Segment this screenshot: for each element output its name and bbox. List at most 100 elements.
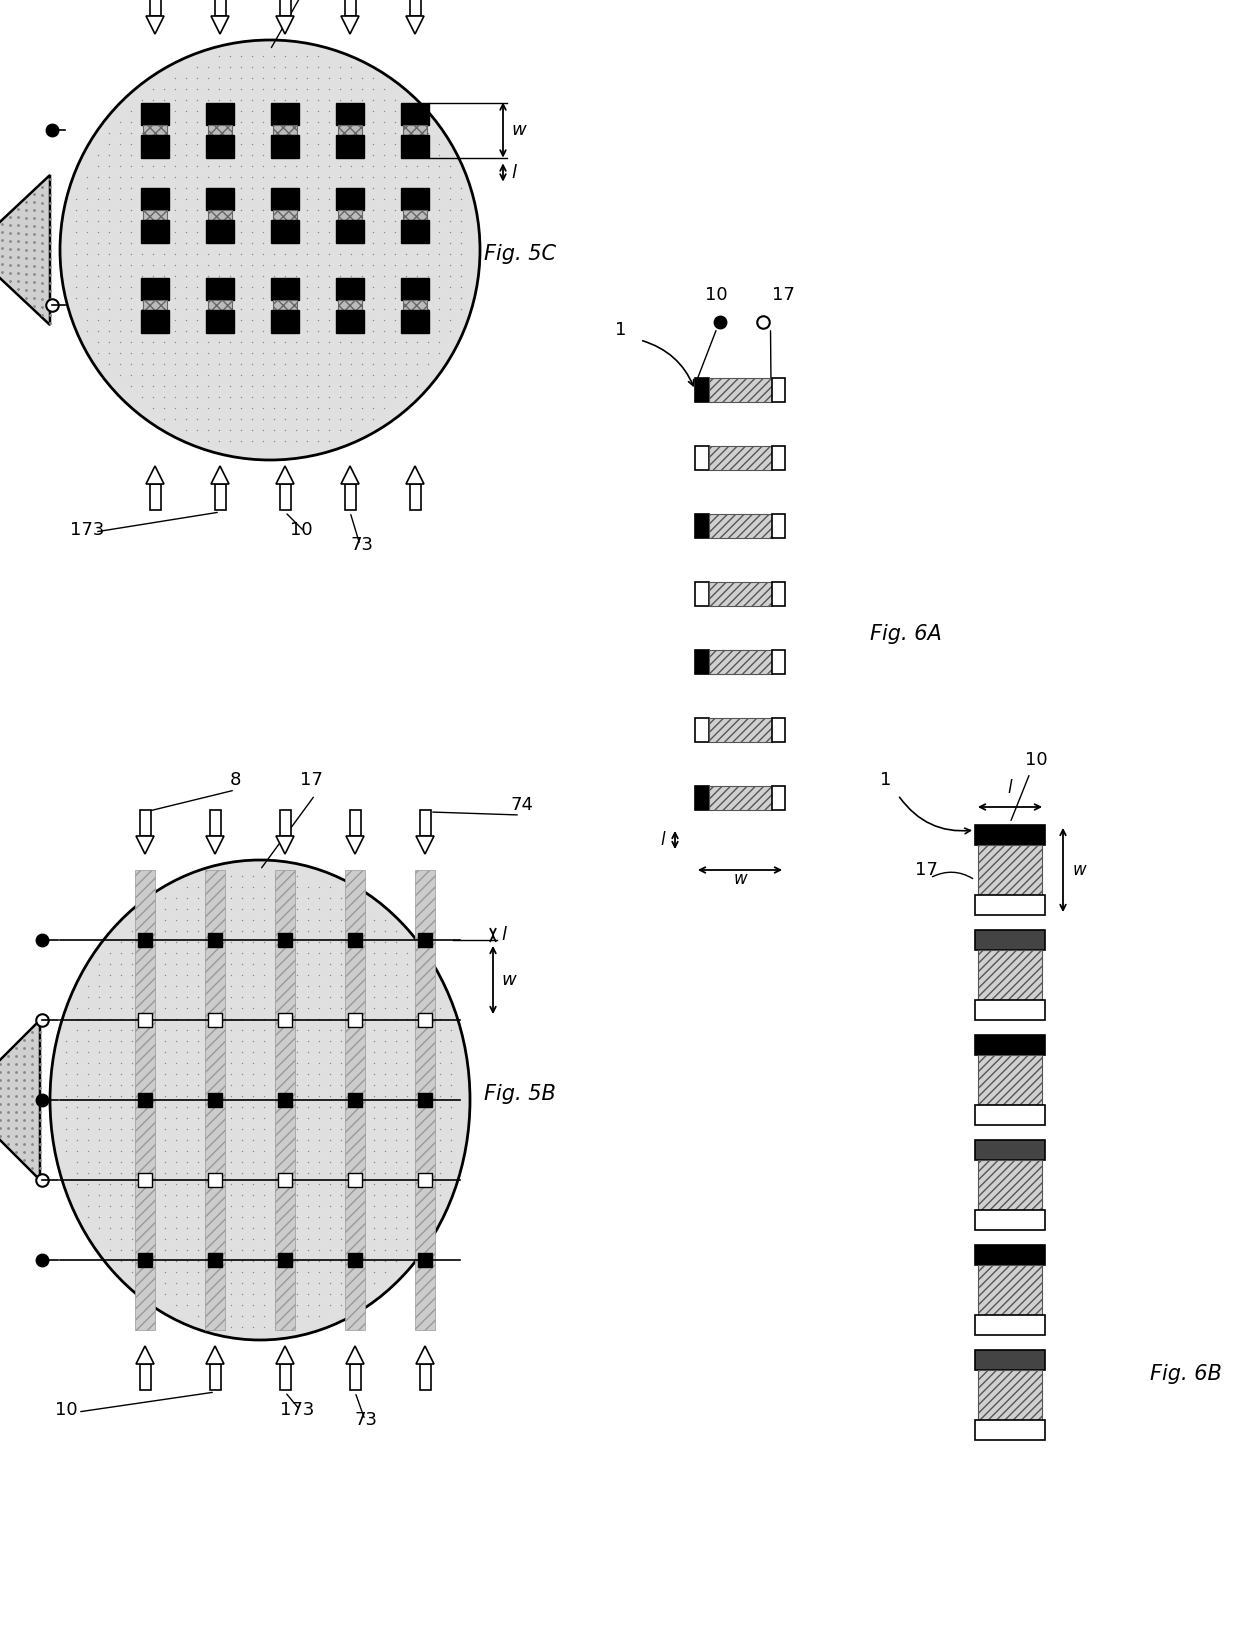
Polygon shape [146,16,164,34]
Text: Fig. 6A: Fig. 6A [870,624,941,644]
Bar [694,446,708,470]
Bar [215,0,226,16]
Bar [279,810,290,836]
Bar [205,870,224,1329]
Polygon shape [211,465,229,484]
Bar [141,187,169,210]
Bar [771,515,785,538]
Bar [708,515,771,538]
Bar [139,810,150,836]
Text: 10: 10 [290,521,312,539]
Bar [272,103,299,125]
Polygon shape [206,836,224,854]
Bar [138,1093,153,1106]
Polygon shape [0,1019,40,1180]
Bar [403,210,427,220]
Bar [419,810,430,836]
Ellipse shape [60,39,480,461]
Bar [150,484,160,510]
Bar [206,310,234,333]
Bar [208,1174,222,1187]
Text: 73: 73 [350,536,373,554]
Bar [708,651,771,674]
Bar [348,1013,362,1028]
Bar [272,277,299,300]
Bar [418,1093,432,1106]
Bar [272,134,299,157]
Bar [401,103,429,125]
Bar [139,1364,150,1390]
Bar [348,1174,362,1187]
Bar [350,810,361,836]
Bar [206,187,234,210]
Bar [141,310,169,333]
Bar [135,870,155,1329]
Bar [975,1246,1045,1265]
Bar [978,844,1042,895]
Bar [150,0,160,16]
Polygon shape [136,1346,154,1364]
Bar [336,310,365,333]
Bar [208,125,232,134]
Text: Fig. 5B: Fig. 5B [484,1083,556,1105]
Bar [273,125,298,134]
Bar [141,277,169,300]
Bar [975,895,1045,915]
Bar [401,310,429,333]
Polygon shape [277,465,294,484]
Bar [694,379,708,402]
Bar [336,187,365,210]
Bar [273,300,298,310]
Bar [975,1034,1045,1056]
Bar [418,1252,432,1267]
Text: w: w [511,121,526,139]
Text: 10: 10 [1025,751,1048,769]
Bar [978,1056,1042,1105]
Bar [210,810,221,836]
Text: 1: 1 [880,770,892,788]
Bar [418,1013,432,1028]
Polygon shape [346,1346,365,1364]
Polygon shape [146,465,164,484]
Bar [978,1160,1042,1210]
Bar [978,1370,1042,1421]
Bar [401,187,429,210]
Text: 173: 173 [69,521,104,539]
Bar [975,1000,1045,1019]
Polygon shape [206,1346,224,1364]
Text: l: l [1008,779,1012,797]
Bar [141,134,169,157]
Text: l: l [661,831,665,849]
Bar [279,484,290,510]
Bar [278,1252,291,1267]
Bar [208,1093,222,1106]
Bar [143,210,167,220]
Bar [401,220,429,243]
Bar [208,933,222,947]
Text: Fig. 5C: Fig. 5C [484,244,556,264]
Bar [345,870,365,1329]
Bar [272,220,299,243]
Bar [694,718,708,742]
Bar [978,949,1042,1000]
Polygon shape [346,836,365,854]
Bar [272,310,299,333]
Bar [339,300,362,310]
Bar [771,651,785,674]
Bar [345,484,356,510]
Polygon shape [415,836,434,854]
Text: 17: 17 [915,860,937,879]
Bar [409,0,420,16]
Text: l: l [501,926,506,944]
Bar [210,1364,221,1390]
Polygon shape [405,465,424,484]
Bar [208,1013,222,1028]
Bar [975,929,1045,949]
Bar [345,0,356,16]
Bar [419,1364,430,1390]
Bar [708,582,771,606]
Bar [975,1421,1045,1441]
Bar [403,125,427,134]
Bar [403,300,427,310]
Bar [275,870,295,1329]
